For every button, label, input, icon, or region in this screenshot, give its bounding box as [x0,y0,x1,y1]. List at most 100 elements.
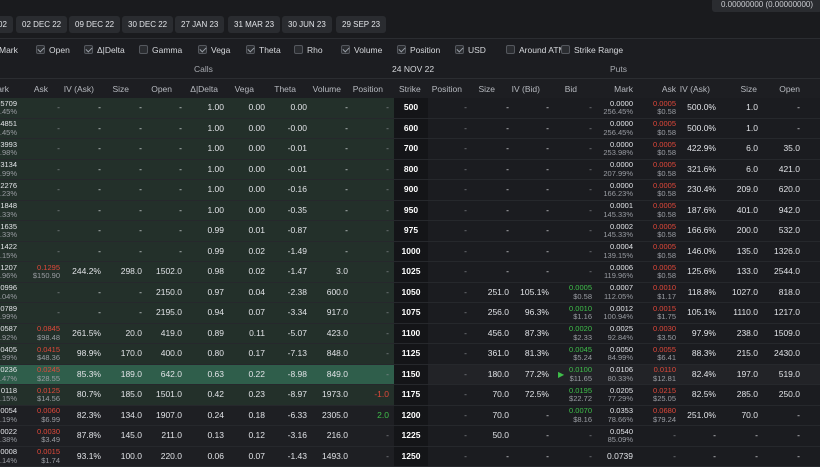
call-col-header[interactable]: Position [353,84,383,94]
expiry-tab-5[interactable]: 31 MAR 23 [228,16,280,33]
put-col-header[interactable]: Ask [662,84,676,94]
checkbox-icon[interactable] [397,45,406,54]
put-position: - [464,221,467,241]
checkbox-icon[interactable] [561,45,570,54]
checkbox-icon[interactable] [294,45,303,54]
call-ask[interactable]: - [57,201,60,221]
filter-strike-range[interactable]: Strike Range [561,44,623,55]
call-mark-value[interactable]: 0008 [0,448,17,457]
call-theta: -8.97 [288,385,307,405]
checkbox-icon[interactable] [246,45,255,54]
call-ask[interactable]: - [57,180,60,200]
expiry-tab-1[interactable]: 02 DEC 22 [16,16,67,33]
put-iv-bid: - [546,406,549,426]
expiry-tab-6[interactable]: 30 JUN 23 [282,16,332,33]
filter-volume[interactable]: Volume [341,44,382,55]
filter-gamma[interactable]: Gamma [139,44,182,55]
put-col-header[interactable]: IV (Bid) [512,84,540,94]
put-bid[interactable]: - [589,262,592,282]
call-iv-ask: - [98,160,101,180]
put-col-header[interactable]: Size [478,84,495,94]
checkbox-icon[interactable] [198,45,207,54]
expiry-tab-4[interactable]: 27 JAN 23 [175,16,224,33]
strike-col-header[interactable]: Strike [399,84,421,94]
checkbox-icon[interactable] [341,45,350,54]
filter-position[interactable]: Position [397,44,440,55]
filter-usd[interactable]: USD [455,44,486,55]
filter-open[interactable]: Open [36,44,70,55]
call-col-header[interactable]: Size [112,84,129,94]
call-col-header[interactable]: Theta [274,84,296,94]
put-bid[interactable]: - [589,242,592,262]
put-ask[interactable]: - [673,447,676,467]
filter-theta[interactable]: Theta [246,44,281,55]
call-ask[interactable]: - [57,242,60,262]
filter-vega[interactable]: Vega [198,44,230,55]
put-ask[interactable]: - [673,426,676,446]
put-col-header[interactable]: Open [779,84,800,94]
call-size: 170.0 [121,344,142,364]
put-col-header[interactable]: Size [740,84,757,94]
call-col-header[interactable]: Open [151,84,172,94]
call-ask[interactable]: - [57,221,60,241]
expiry-tab-7[interactable]: 29 SEP 23 [336,16,386,33]
call-ask[interactable]: - [57,283,60,303]
checkbox-icon[interactable] [139,45,148,54]
checkbox-icon[interactable] [455,45,464,54]
call-col-header[interactable]: Vega [235,84,254,94]
checkbox-icon[interactable] [506,45,515,54]
put-bid[interactable]: - [589,160,592,180]
put-mark-sub: 77.29% [608,395,633,404]
checkbox-icon[interactable] [84,45,93,54]
call-col-header[interactable]: ark [0,84,9,94]
call-col-header[interactable]: Δ|Delta [190,84,218,94]
put-ask-size: 1027.0 [732,283,758,303]
call-ask[interactable]: - [57,119,60,139]
expiry-tab-3[interactable]: 30 DEC 22 [122,16,173,33]
call-delta: 1.00 [207,119,224,139]
call-col-header[interactable]: IV (Ask) [64,84,94,94]
put-bid[interactable]: - [589,221,592,241]
filter-label: Rho [307,45,323,55]
call-ask[interactable]: - [57,98,60,118]
call-iv-ask: - [98,303,101,323]
put-col-header[interactable]: Position [432,84,462,94]
put-col-header[interactable]: Mark [614,84,633,94]
filter-rho[interactable]: Rho [294,44,323,55]
filter-around-atm[interactable]: Around ATM [506,44,566,55]
call-theta: -1.47 [288,262,307,282]
filter-mark[interactable]: Mark [0,44,18,55]
call-ask[interactable]: - [57,160,60,180]
call-mark-sub: .14% [0,457,17,466]
put-bid[interactable]: - [589,119,592,139]
put-open: - [797,119,800,139]
put-ask-sub: $3.50 [657,334,676,343]
put-bid[interactable]: - [589,98,592,118]
put-bid[interactable]: - [589,201,592,221]
put-bid[interactable]: - [589,180,592,200]
call-ask-value[interactable]: 0.0015 [37,448,60,457]
call-ask[interactable]: - [57,303,60,323]
call-position: - [386,324,389,344]
put-iv-ask: 500.0% [687,98,716,118]
call-position: - [386,344,389,364]
put-bid[interactable]: - [589,447,592,467]
checkbox-icon[interactable] [36,45,45,54]
call-col-header[interactable]: Volume [313,84,341,94]
put-open: 1326.0 [774,242,800,262]
put-bid[interactable]: - [589,139,592,159]
put-bid[interactable]: - [589,426,592,446]
put-col-header[interactable]: Bid [565,84,577,94]
call-ask[interactable]: - [57,139,60,159]
call-size: 185.0 [121,385,142,405]
put-position: - [464,139,467,159]
call-open: 1502.0 [156,262,182,282]
expiry-tab-2[interactable]: 09 DEC 22 [69,16,120,33]
put-bid-size: 456.0 [488,324,509,344]
call-vega: 0.17 [248,344,265,364]
put-col-header[interactable]: IV (Ask) [680,84,710,94]
expiry-tab-0[interactable]: 02 [0,16,13,33]
filter--delta[interactable]: Δ|Delta [84,44,125,55]
call-col-header[interactable]: Ask [34,84,48,94]
